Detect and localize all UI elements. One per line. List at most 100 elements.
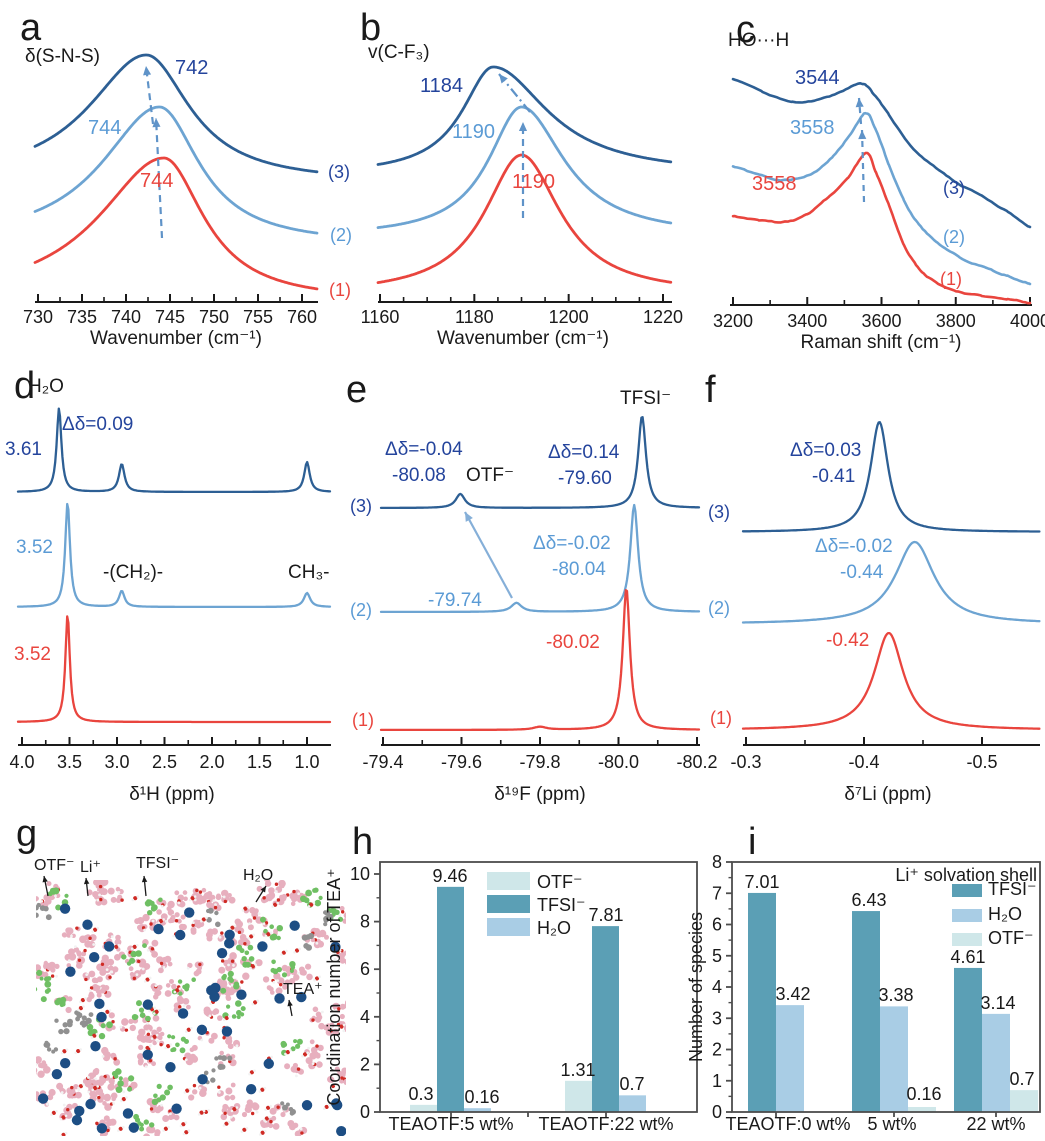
water-hydrogen [157,921,160,925]
spectrum-curve-(2) [379,503,701,614]
molecule-atom [289,961,296,968]
molecule-atom [143,1133,151,1136]
spectrum-curve-(1) [376,153,673,284]
molecule-atom [236,944,243,951]
annotation: v(C-F₃) [368,42,430,63]
molecule-atom [40,899,44,903]
x-tick-label: 1220 [643,307,683,327]
bar-TFSI⁻-1 [592,926,619,1112]
water-oxygen [132,944,137,949]
legend-label: H₂O [988,904,1022,924]
molecule-atom [141,967,145,971]
molecule-atom [217,1085,221,1089]
molecule-atom [344,1025,346,1032]
water-hydrogen [230,1109,234,1113]
spectrum-curve-(2) [731,111,1032,286]
molecule-atom [127,945,134,953]
molecule-atom [343,1078,346,1085]
molecule-atom [174,890,180,896]
molecule-atom [227,893,232,898]
molecule-atom [246,1099,253,1106]
water-hydrogen [327,1104,331,1107]
molecule-atom [139,1126,145,1132]
water-hydrogen [182,1132,186,1136]
bar-H₂O-1 [619,1095,646,1112]
molecule-atom [151,951,159,958]
molecule-atom [252,916,257,920]
molecule-atom [106,1128,110,1133]
annotation: 3558 [790,117,835,139]
legend-swatch-TFSI⁻ [952,884,982,897]
molecule-atom [240,1006,246,1012]
annotation: (1) [352,710,374,730]
y-tick-label: 8 [360,912,370,932]
molecule-atom [315,941,319,945]
molecule-atom [56,997,62,1004]
y-tick-label: 3 [712,1008,722,1028]
molecule-atom [305,889,312,897]
molecule-atom [269,934,277,941]
molecule-atom [107,1083,115,1091]
molecule-atom [137,1060,144,1066]
molecule-atom [179,1047,186,1054]
water-oxygen [152,1034,157,1039]
li-ion [184,907,195,918]
annotation: Δδ=-0.02 [533,533,611,554]
molecule-atom [156,1026,162,1033]
molecule-atom [139,1012,146,1018]
molecule-atom [156,909,162,915]
x-tick-label: -0.3 [730,752,761,772]
x-tick-label: 755 [243,307,273,327]
x-tick-label: 3200 [713,311,753,331]
water-oxygen [260,1130,265,1135]
x-tick-label: 1200 [549,307,589,327]
molecule-atom [214,903,217,907]
spectrum-curve-(2) [16,502,332,609]
molecule-atom [269,1119,273,1124]
x-axis-title: Wavenumber (cm⁻¹) [90,328,262,349]
molecule-atom [149,1107,154,1111]
molecule-atom [221,1055,227,1062]
molecule-atom [167,961,173,967]
molecule-atom [98,884,103,889]
molecule-atom [129,1024,136,1032]
molecule-atom [143,1119,149,1125]
molecule-atom [36,1063,38,1066]
annotation: 3544 [795,67,840,89]
molecule-atom [142,943,147,948]
water-hydrogen [329,1086,332,1090]
annotation: (3) [943,178,965,198]
molecule-atom [309,1039,315,1045]
water-hydrogen [268,1115,271,1119]
molecule-atom [130,951,136,957]
molecule-atom [242,937,249,944]
molecule-atom [159,1094,166,1101]
molecule-atom [235,920,243,928]
x-tick-label: -80.2 [676,752,717,772]
molecule-atom [142,913,150,922]
arrowhead [287,1000,293,1007]
water-hydrogen [252,933,256,937]
y-tick-label: 4 [360,1007,370,1027]
x-tick-label: 3600 [861,311,901,331]
molecule-atom [44,980,52,988]
bar-OTF⁻-2 [1010,1090,1038,1112]
water-hydrogen [59,1135,63,1136]
molecule-atom [250,1111,255,1116]
molecule-atom [60,1091,64,1094]
water-hydrogen [271,905,275,908]
molecule-atom [191,921,195,925]
y-axis-title: Coordination number of TEA⁺ [324,868,344,1105]
molecule-atom [257,912,261,916]
molecule-atom [303,897,310,904]
x-axis-title: Wavenumber (cm⁻¹) [437,328,609,349]
water-hydrogen [187,1129,191,1132]
molecule-atom [117,890,121,894]
category-label: TEAOTF:5 wt% [388,1114,513,1134]
molecule-atom [44,1040,49,1045]
molecule-atom [193,898,197,902]
water-hydrogen [183,1091,187,1094]
molecule-atom [107,887,115,895]
molecule-atom [95,1121,99,1126]
water-hydrogen [263,1129,267,1133]
